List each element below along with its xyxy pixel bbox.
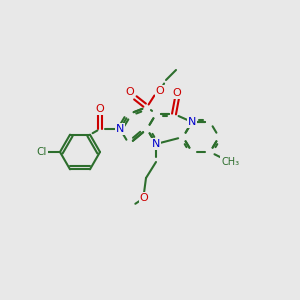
- Text: O: O: [140, 193, 148, 203]
- Text: Cl: Cl: [37, 147, 47, 157]
- Text: O: O: [172, 88, 182, 98]
- Text: O: O: [126, 87, 134, 97]
- Text: O: O: [96, 104, 104, 114]
- Text: N: N: [188, 117, 196, 127]
- Text: CH₃: CH₃: [221, 157, 239, 167]
- Text: N: N: [116, 124, 124, 134]
- Text: O: O: [156, 86, 164, 96]
- Text: N: N: [152, 139, 160, 149]
